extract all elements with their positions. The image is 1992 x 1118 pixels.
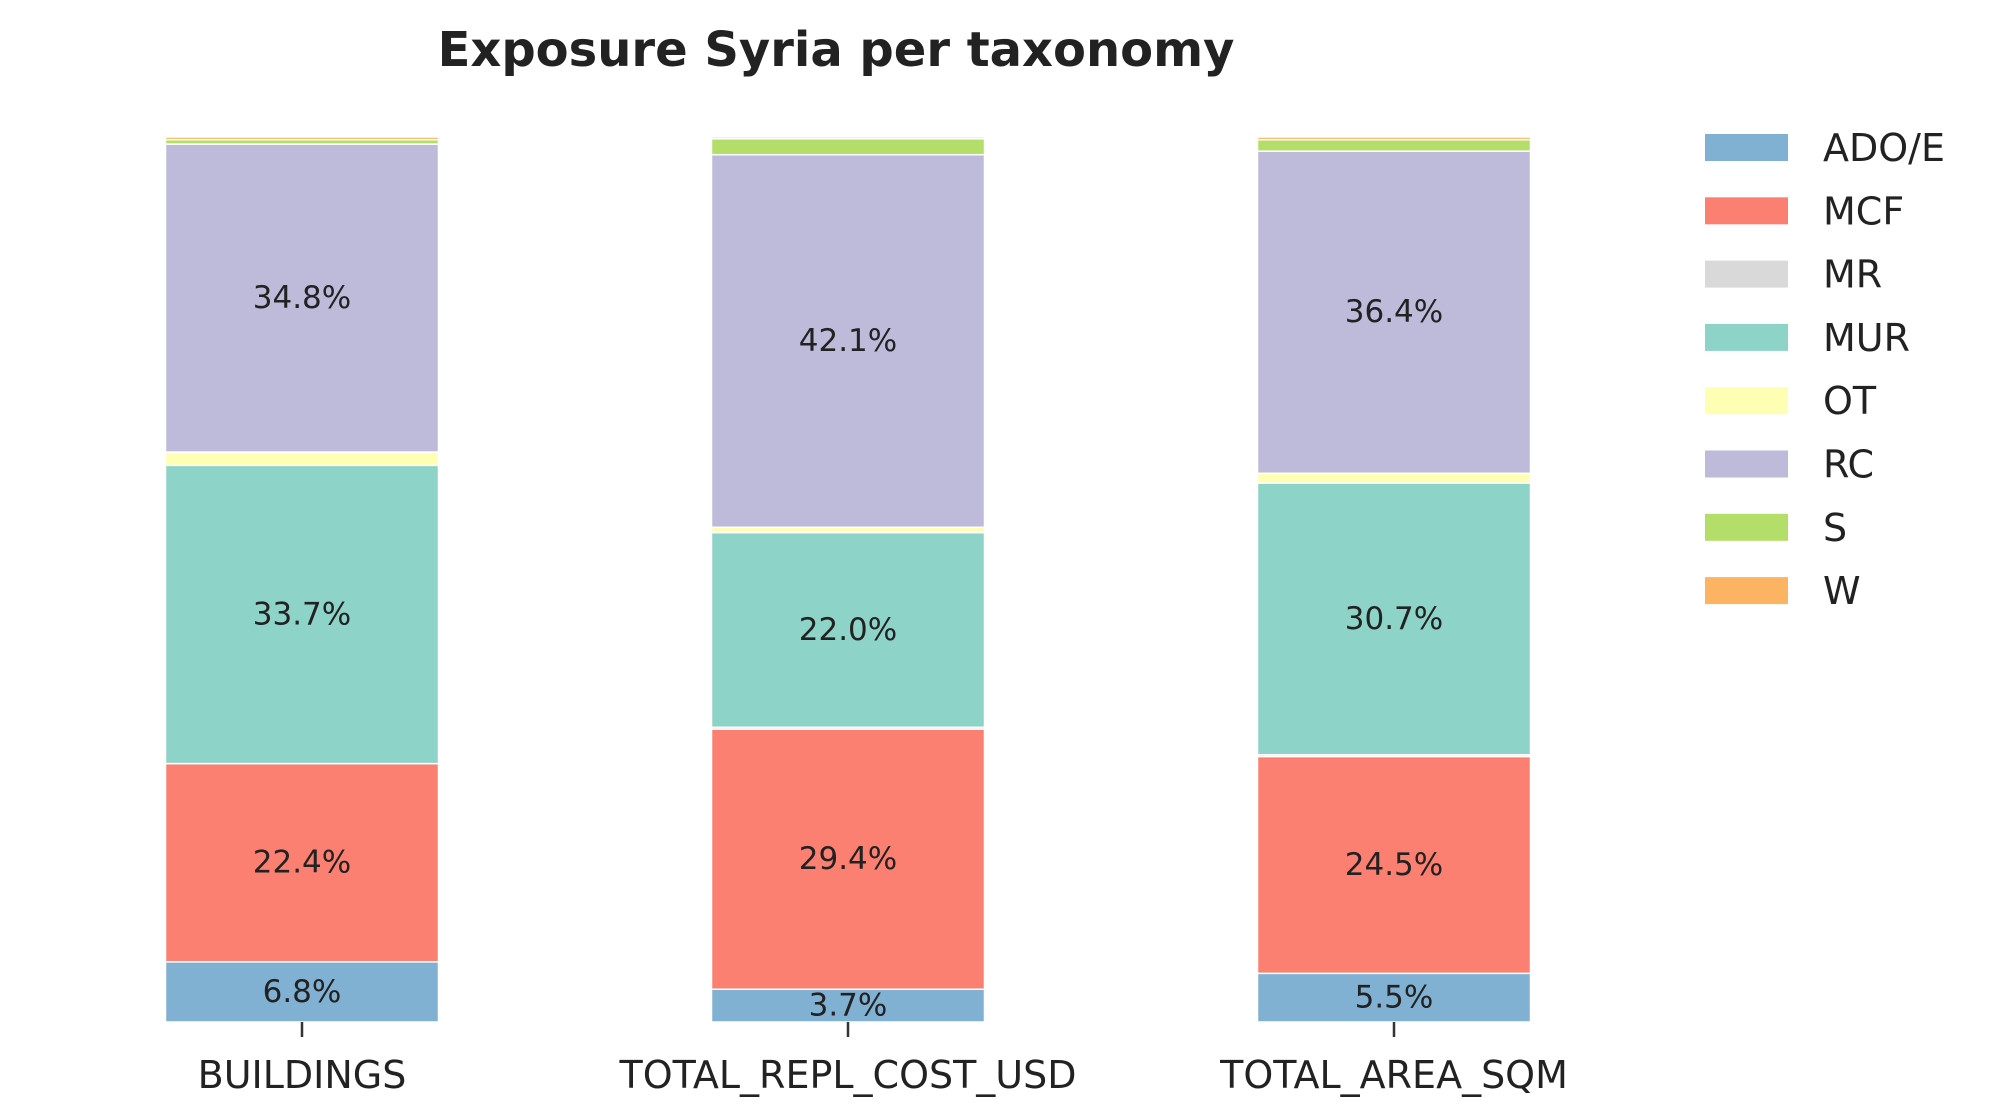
bar-segment-total-repl-cost-usd-mur — [710, 531, 986, 729]
legend-label-rc: RC — [1823, 443, 1874, 487]
x-tick-label-buildings: BUILDINGS — [198, 1053, 407, 1097]
data-label-total-repl-cost-usd-mcf: 29.4% — [799, 841, 897, 877]
legend-swatch-mur — [1705, 323, 1788, 351]
bars-group — [164, 136, 1532, 1023]
data-label-buildings-mcf: 22.4% — [253, 845, 351, 881]
data-label-total-repl-cost-usd-rc: 42.1% — [799, 323, 897, 359]
legend-swatch-ot — [1705, 387, 1788, 415]
legend-swatch-s — [1705, 513, 1788, 541]
legend-label-ot: OT — [1823, 379, 1877, 423]
bar-segment-total-repl-cost-usd-w — [710, 136, 986, 140]
bar-labels-group: 6.8% 22.4% 33.7% 34.8% 3.7% 29.4% 22.0% 42.1% 5.… — [253, 280, 1443, 1024]
legend-swatch-w — [1705, 577, 1788, 605]
bar-segment-buildings-w — [164, 136, 440, 141]
data-label-buildings-rc: 34.8% — [253, 280, 351, 316]
bar-segment-total-repl-cost-usd-ot — [710, 526, 986, 534]
x-tick-label-total-area-sqm: TOTAL_AREA_SQM — [1219, 1053, 1568, 1097]
bar-segment-buildings-mcf — [164, 762, 440, 963]
bar-segment-buildings-rc — [164, 143, 440, 453]
bar-segment-total-repl-cost-usd-rc — [710, 153, 986, 529]
bar-segment-total-area-sqm-ado-e — [1256, 972, 1532, 1023]
data-label-total-repl-cost-usd-mur: 22.0% — [799, 612, 897, 648]
bar-segment-total-repl-cost-usd-mcf — [710, 728, 986, 991]
bar-segment-total-area-sqm-mcf — [1256, 755, 1532, 975]
x-axis: BUILDINGS TOTAL_REPL_COST_USD TOTAL_AREA_S… — [198, 1022, 1568, 1097]
legend-label-ado-e: ADO/E — [1823, 126, 1945, 170]
data-label-total-area-sqm-rc: 36.4% — [1345, 294, 1443, 330]
legend-label-mur: MUR — [1823, 316, 1910, 360]
data-label-buildings-ado-e: 6.8% — [263, 974, 342, 1010]
legend-swatch-mr — [1705, 260, 1788, 288]
bar-segment-total-area-sqm-rc — [1256, 150, 1532, 475]
legend: ADO/E MCF MR MUR OT RC SW — [1705, 126, 1945, 613]
bar-segment-total-area-sqm-mur — [1256, 482, 1532, 756]
legend-label-s: S — [1823, 506, 1847, 550]
legend-label-w: W — [1823, 569, 1861, 613]
data-label-total-area-sqm-mur: 30.7% — [1345, 601, 1443, 637]
bar-segment-buildings-ado-e — [164, 961, 440, 1023]
legend-label-mr: MR — [1823, 253, 1882, 297]
data-label-total-repl-cost-usd-ado-e: 3.7% — [809, 988, 888, 1024]
data-label-total-area-sqm-ado-e: 5.5% — [1355, 980, 1434, 1016]
legend-swatch-mcf — [1705, 197, 1788, 225]
legend-swatch-rc — [1705, 450, 1788, 478]
legend-label-mcf: MCF — [1823, 189, 1904, 233]
data-label-buildings-mur: 33.7% — [253, 596, 351, 632]
bar-segment-total-area-sqm-ot — [1256, 472, 1532, 484]
bar-segment-total-repl-cost-usd-s — [710, 138, 986, 156]
data-label-total-area-sqm-mcf: 24.5% — [1345, 847, 1443, 883]
bar-segment-total-area-sqm-s — [1256, 138, 1532, 152]
bar-segment-total-area-sqm-w — [1256, 136, 1532, 141]
legend-swatch-ado-e — [1705, 134, 1788, 161]
bar-segment-buildings-ot — [164, 451, 440, 467]
x-tick-label-total-repl-cost-usd: TOTAL_REPL_COST_USD — [618, 1053, 1076, 1097]
chart-title: Exposure Syria per taxonomy — [438, 22, 1235, 78]
